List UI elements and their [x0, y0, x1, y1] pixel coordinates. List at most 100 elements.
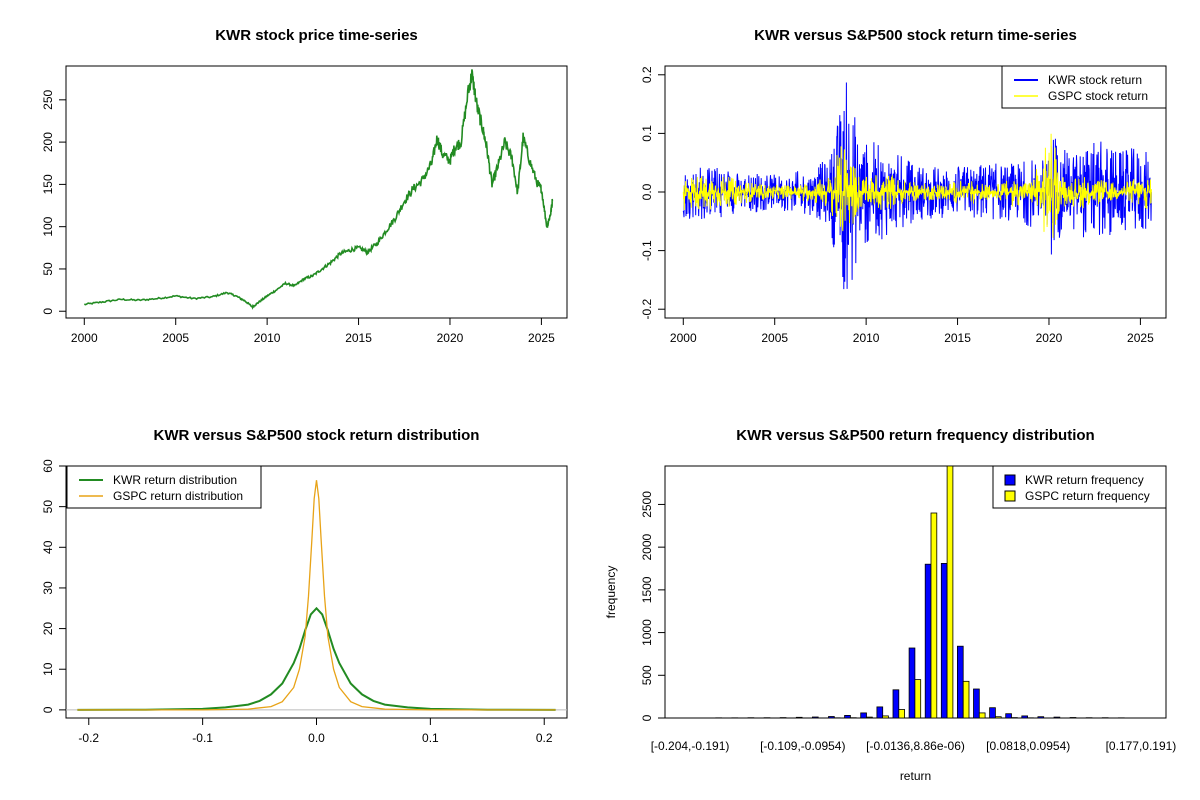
freq-bar-kwr	[715, 717, 722, 718]
freq-bar-kwr	[1021, 715, 1028, 718]
y-tick-label: 50	[41, 262, 55, 276]
freq-bar-gspc	[1011, 717, 1018, 718]
y-tick-label: 0	[640, 714, 654, 721]
x-tick-label: 2025	[1127, 331, 1154, 345]
freq-bar-gspc	[978, 712, 986, 718]
x-tick-label: 2015	[944, 331, 971, 345]
freq-bar-kwr	[860, 712, 867, 718]
x-tick-label: 2005	[162, 331, 189, 345]
y-tick-label: 1000	[640, 619, 654, 646]
freq-bar-kwr	[828, 716, 835, 718]
x-category-label: [-0.109,-0.0954)	[760, 739, 845, 753]
legend-box	[66, 465, 262, 509]
x-category-label: [0.177,0.191)	[1106, 739, 1177, 753]
x-category-label: [-0.204,-0.191)	[651, 739, 730, 753]
y-tick-label: 60	[41, 459, 55, 473]
legend-label: KWR return frequency	[1025, 473, 1144, 487]
y-tick-label: 30	[41, 581, 55, 595]
y-tick-label: 10	[41, 662, 55, 676]
freq-bar-gspc	[962, 680, 970, 718]
x-tick-label: 2010	[254, 331, 281, 345]
legend-label: KWR stock return	[1048, 73, 1142, 87]
y-tick-label: 200	[41, 132, 55, 152]
legend-box	[992, 465, 1167, 509]
x-tick-label: 2000	[71, 331, 98, 345]
x-category-label: [-0.0136,8.86e-06)	[866, 739, 965, 753]
freq-bar-gspc	[833, 717, 841, 718]
freq-bar-gspc	[1059, 717, 1067, 718]
freq-bar-gspc	[866, 716, 873, 718]
freq-bar-kwr	[795, 716, 803, 718]
freq-bar-kwr	[876, 706, 884, 718]
legend-swatch	[1004, 474, 1016, 486]
freq-bar-gspc	[930, 512, 938, 718]
freq-bar-kwr	[1005, 713, 1012, 718]
x-tick-label: 0.2	[536, 731, 553, 745]
x-tick-label: 2015	[345, 331, 372, 345]
freq-bar-gspc	[914, 679, 922, 718]
y-tick-label: 0.1	[640, 125, 654, 142]
y-tick-label: -0.2	[640, 299, 654, 320]
freq-bar-gspc	[817, 717, 825, 718]
freq-bar-gspc	[882, 715, 889, 718]
y-tick-label: 0.2	[640, 66, 654, 83]
freq-bar-gspc	[801, 717, 809, 718]
freq-bar-kwr	[683, 717, 690, 718]
panel-3: KWR versus S&P500 stock return distribut…	[41, 427, 568, 745]
panel-2: KWR versus S&P500 stock return time-seri…	[640, 27, 1167, 345]
freq-bar-gspc	[1043, 717, 1050, 718]
y-tick-label: 50	[41, 500, 55, 514]
chart-title: KWR stock price time-series	[215, 27, 418, 44]
x-tick-label: 2000	[670, 331, 697, 345]
y-tick-label: 250	[41, 89, 55, 109]
freq-bar-gspc	[1027, 717, 1034, 718]
chart-title: KWR versus S&P500 stock return time-seri…	[754, 27, 1077, 44]
freq-bar-kwr	[940, 563, 948, 718]
return-series-line-gspc	[682, 133, 1152, 238]
return-series-line-kwr	[682, 82, 1152, 290]
chart-title: KWR versus S&P500 stock return distribut…	[154, 427, 480, 444]
freq-bar-kwr	[908, 647, 916, 718]
freq-bar-kwr	[957, 645, 964, 718]
y-tick-label: 1500	[640, 576, 654, 603]
y-tick-label: 500	[640, 665, 654, 685]
legend: KWR return frequency GSPC return frequenc…	[992, 465, 1167, 509]
freq-bar-kwr	[1053, 716, 1061, 718]
x-tick-label: 2005	[761, 331, 788, 345]
y-tick-label: 0.0	[640, 183, 654, 200]
x-tick-label: 2025	[528, 331, 555, 345]
freq-bar-kwr	[989, 707, 996, 718]
freq-bar-kwr	[1069, 717, 1077, 718]
freq-bar-kwr	[973, 688, 980, 718]
y-tick-label: 20	[41, 622, 55, 636]
chart-title: KWR versus S&P500 return frequency distr…	[736, 427, 1094, 444]
x-tick-label: 2020	[437, 331, 464, 345]
y-tick-label: 2500	[640, 491, 654, 518]
freq-bar-gspc	[850, 717, 857, 718]
y-tick-label: 0	[41, 308, 55, 315]
freq-bar-gspc	[995, 716, 1002, 718]
freq-bar-kwr	[699, 717, 706, 718]
freq-bar-kwr	[1134, 717, 1141, 718]
price-series-line	[84, 69, 554, 310]
freq-bar-kwr	[1118, 717, 1125, 718]
legend-box	[1001, 65, 1167, 109]
x-tick-label: -0.1	[192, 731, 213, 745]
y-tick-label: 2000	[640, 533, 654, 560]
freq-bar-kwr	[892, 689, 900, 718]
legend: KWR return distribution GSPC return distr…	[66, 465, 262, 509]
x-tick-label: -0.2	[78, 731, 99, 745]
x-category-label: [0.0818,0.0954)	[986, 739, 1070, 753]
x-axis-label: return	[900, 769, 931, 783]
x-tick-label: 0.1	[422, 731, 439, 745]
freq-bar-kwr	[812, 716, 819, 718]
freq-bar-gspc	[946, 466, 954, 718]
y-tick-label: 40	[41, 540, 55, 554]
y-tick-label: 0	[41, 706, 55, 713]
density-line-gspc	[77, 480, 556, 711]
y-tick-label: 100	[41, 216, 55, 236]
freq-bar-kwr	[1037, 716, 1045, 718]
legend-swatch	[1004, 490, 1016, 502]
legend-label: KWR return distribution	[113, 473, 237, 487]
